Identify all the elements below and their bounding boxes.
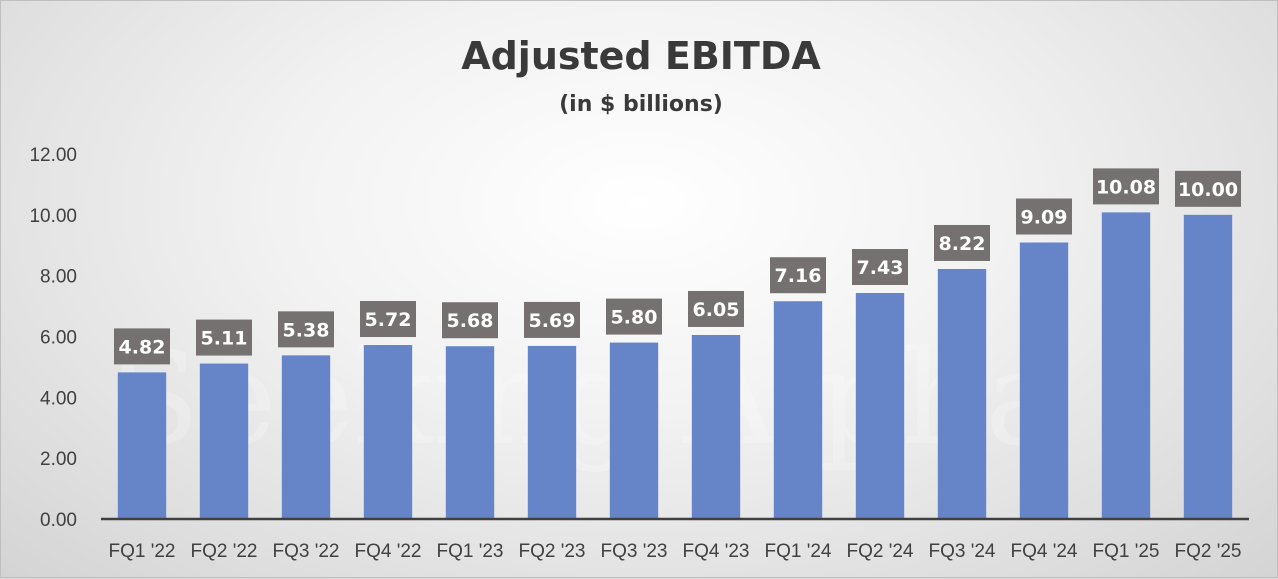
- data-label: 6.05: [688, 290, 744, 327]
- data-label: 10.08: [1093, 168, 1159, 205]
- data-label-box: [442, 302, 498, 339]
- data-label-text: 5.72: [365, 309, 412, 331]
- data-label: 5.72: [360, 301, 416, 338]
- data-label-text: 4.82: [119, 336, 166, 358]
- x-tick-label: FQ1 '23: [437, 541, 504, 562]
- chart-subtitle: (in $ billions): [559, 92, 723, 117]
- x-tick-label: FQ3 '23: [601, 541, 668, 562]
- data-label: 4.82: [114, 328, 170, 365]
- data-label: 5.38: [278, 311, 334, 348]
- bar: [1183, 214, 1233, 520]
- data-label: 5.68: [442, 302, 498, 339]
- bar: [1101, 212, 1151, 519]
- y-axis: 0.00 2.00 4.00 6.00 8.00 10.00 12.00: [29, 145, 77, 531]
- y-tick-label: 4.00: [40, 388, 77, 409]
- x-tick-label: FQ1 '25: [1093, 541, 1160, 562]
- x-tick-label: FQ3 '24: [929, 541, 996, 562]
- data-label-text: 5.11: [201, 328, 248, 350]
- data-label-box: [1093, 168, 1159, 205]
- data-label: 5.11: [196, 319, 252, 356]
- chart-title: Adjusted EBITDA: [461, 34, 821, 78]
- data-label: 9.09: [1016, 198, 1072, 235]
- x-axis: FQ1 '22 FQ2 '22 FQ3 '22 FQ4 '22 FQ1 '23 FQ2 '…: [109, 541, 1242, 562]
- data-label: 7.43: [852, 249, 908, 286]
- data-label: 5.80: [606, 298, 662, 335]
- watermark: Seeking Alpha: [111, 322, 1062, 474]
- y-tick-label: 8.00: [40, 267, 77, 288]
- data-labels: 4.82 5.11 5.38 5.72 5.68 5.69 5.80 6.05 7.16 7.43…: [114, 168, 1241, 365]
- data-label-text: 5.80: [611, 307, 658, 329]
- x-tick-label: FQ2 '22: [191, 541, 258, 562]
- data-label-box: [1016, 198, 1072, 235]
- bar: [117, 372, 167, 519]
- data-label: 5.69: [524, 301, 580, 338]
- bar: [281, 355, 331, 519]
- data-label-text: 5.68: [447, 310, 494, 332]
- bar: [773, 301, 823, 519]
- data-label-text: 8.22: [939, 233, 986, 255]
- data-label: 10.00: [1175, 170, 1241, 207]
- x-tick-label: FQ1 '22: [109, 541, 176, 562]
- x-tick-label: FQ1 '24: [765, 541, 832, 562]
- x-tick-label: FQ4 '23: [683, 541, 750, 562]
- bar: [199, 363, 249, 519]
- data-label-box: [524, 301, 580, 338]
- x-tick-label: FQ3 '22: [273, 541, 340, 562]
- data-label-box: [770, 257, 826, 294]
- data-label: 8.22: [934, 224, 990, 261]
- data-label-text: 5.69: [529, 310, 576, 332]
- bar: [363, 345, 413, 519]
- data-label-text: 6.05: [693, 299, 740, 321]
- data-label-text: 9.09: [1021, 207, 1068, 229]
- x-tick-label: FQ2 '23: [519, 541, 586, 562]
- x-tick-label: FQ4 '22: [355, 541, 422, 562]
- data-label-text: 7.16: [775, 265, 822, 287]
- data-label-text: 7.43: [857, 257, 904, 279]
- data-label-box: [278, 311, 334, 348]
- bars: [117, 212, 1233, 520]
- data-label: 7.16: [770, 257, 826, 294]
- bar: [609, 342, 659, 519]
- data-label-box: [852, 249, 908, 286]
- y-tick-label: 0.00: [40, 510, 77, 531]
- y-tick-label: 12.00: [29, 145, 77, 166]
- data-label-box: [1175, 170, 1241, 207]
- x-tick-label: FQ2 '25: [1175, 541, 1242, 562]
- y-tick-label: 6.00: [40, 328, 77, 349]
- bar: [691, 334, 741, 519]
- data-label-box: [360, 301, 416, 338]
- data-label-text: 10.08: [1096, 176, 1156, 198]
- data-label-box: [934, 224, 990, 261]
- data-label-box: [114, 328, 170, 365]
- bar: [1019, 242, 1069, 519]
- data-label-box: [688, 290, 744, 327]
- bar: [445, 346, 495, 519]
- data-label-text: 10.00: [1178, 179, 1238, 201]
- y-tick-label: 2.00: [40, 449, 77, 470]
- bar: [527, 345, 577, 519]
- data-label-text: 5.38: [283, 319, 330, 341]
- bar: [937, 268, 987, 519]
- x-tick-label: FQ2 '24: [847, 541, 914, 562]
- data-label-box: [606, 298, 662, 335]
- bar: [855, 293, 905, 519]
- x-tick-label: FQ4 '24: [1011, 541, 1078, 562]
- y-tick-label: 10.00: [29, 206, 77, 227]
- data-label-box: [196, 319, 252, 356]
